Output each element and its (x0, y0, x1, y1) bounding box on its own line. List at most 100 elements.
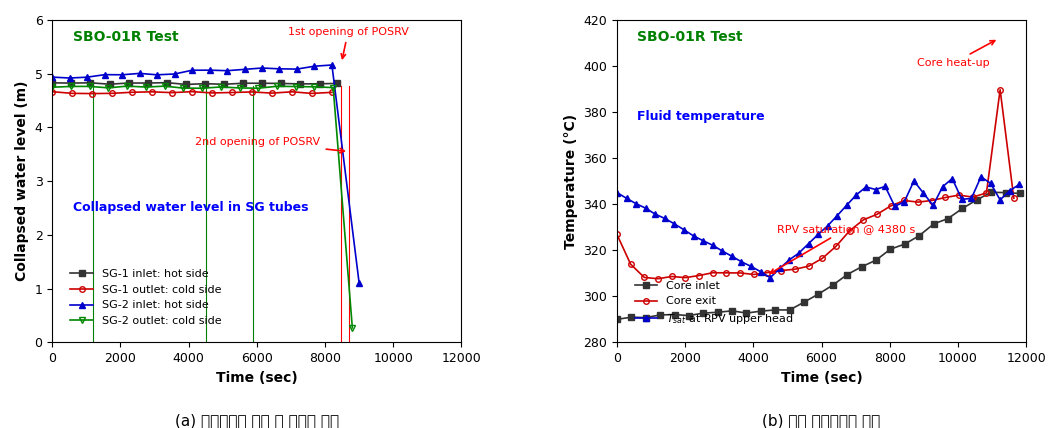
SG-2 outlet: cold side: (1.1e+03, 4.76): cold side: (1.1e+03, 4.76) (84, 84, 97, 89)
T_sat at RPV upper head (630, 201, 643, 206)
T_sat at RPV upper head (966, 196, 978, 201)
Core inlet (741, 310, 753, 315)
SG-2 outlet: cold side: (3.3e+03, 4.77): cold side: (3.3e+03, 4.77) (158, 83, 171, 89)
T_sat at RPV upper head (745, 264, 758, 269)
T_sat at RPV upper head (688, 233, 700, 238)
SG-1 outlet: cold side: (6.44e+03, 4.64): cold side: (6.44e+03, 4.64) (265, 91, 278, 96)
T_sat at RPV upper head (812, 232, 824, 237)
SG-2 inlet: hot side: (4.61e+03, 5.07): hot side: (4.61e+03, 5.07) (204, 68, 216, 73)
Core exit (747, 272, 760, 277)
Text: SBO-01R Test: SBO-01R Test (73, 30, 178, 44)
SG-2 outlet: cold side: (8.8e+03, 0.27): cold side: (8.8e+03, 0.27) (346, 325, 359, 330)
SG-2 inlet: hot side: (6.15e+03, 5.11): hot side: (6.15e+03, 5.11) (256, 65, 268, 71)
SG-1 outlet: cold side: (5.86e+03, 4.66): cold side: (5.86e+03, 4.66) (246, 89, 259, 95)
T_sat at RPV upper head (1004, 188, 1016, 193)
T_sat at RPV upper head (697, 238, 710, 243)
Core inlet (855, 264, 868, 269)
Core exit (638, 275, 650, 280)
Text: Core heat-up: Core heat-up (917, 41, 995, 68)
Core inlet (956, 206, 969, 211)
SG-1 inlet: hot side: (7.28e+03, 4.81): hot side: (7.28e+03, 4.81) (294, 81, 307, 86)
SG-1 outlet: cold side: (7.62e+03, 4.63): cold side: (7.62e+03, 4.63) (306, 91, 318, 96)
T_sat at RPV upper head (850, 192, 863, 197)
Core exit (802, 264, 815, 269)
Core inlet (999, 190, 1012, 195)
SG-2 inlet: hot side: (8.2e+03, 5.16): hot side: (8.2e+03, 5.16) (326, 62, 338, 68)
SG-1 inlet: hot side: (3.92e+03, 4.8): hot side: (3.92e+03, 4.8) (179, 82, 192, 87)
Core inlet (841, 272, 854, 277)
SG-1 inlet: hot side: (2.8e+03, 4.83): hot side: (2.8e+03, 4.83) (141, 80, 154, 86)
T_sat at RPV upper head (649, 211, 662, 217)
SG-2 inlet: hot side: (3.59e+03, 5): hot side: (3.59e+03, 5) (169, 71, 181, 77)
Core exit (651, 276, 664, 281)
Core exit (980, 190, 993, 196)
SG-1 outlet: cold side: (1.17e+03, 4.63): cold side: (1.17e+03, 4.63) (86, 91, 99, 96)
Core inlet (812, 291, 824, 297)
SG-2 outlet: cold side: (7.14e+03, 4.76): cold side: (7.14e+03, 4.76) (290, 84, 302, 89)
SG-2 outlet: cold side: (4.39e+03, 4.73): cold side: (4.39e+03, 4.73) (195, 86, 208, 91)
SG-2 inlet: hot side: (1.03e+03, 4.94): hot side: (1.03e+03, 4.94) (81, 74, 93, 80)
T_sat at RPV upper head (716, 249, 729, 254)
Core exit (884, 203, 897, 208)
Core exit (843, 228, 856, 233)
Core inlet (610, 317, 623, 322)
SG-1 inlet: hot side: (7.84e+03, 4.81): hot side: (7.84e+03, 4.81) (313, 81, 326, 86)
T_sat at RPV upper head (869, 187, 882, 192)
Legend: Core inlet, Core exit, $T_{sat}$ at RPV upper head: Core inlet, Core exit, $T_{sat}$ at RPV … (630, 276, 799, 330)
Core inlet (668, 312, 681, 317)
SG-2 inlet: hot side: (1.54e+03, 4.98): hot side: (1.54e+03, 4.98) (99, 72, 111, 77)
Core inlet (985, 190, 997, 195)
SG-1 inlet: hot side: (6.16e+03, 4.82): hot side: (6.16e+03, 4.82) (256, 80, 268, 86)
Text: RPV saturation @ 4380 s: RPV saturation @ 4380 s (770, 224, 916, 273)
SG-2 inlet: hot side: (3.08e+03, 4.98): hot side: (3.08e+03, 4.98) (151, 72, 163, 77)
SG-1 outlet: cold side: (0, 4.67): cold side: (0, 4.67) (46, 89, 58, 94)
T_sat at RPV upper head (659, 216, 672, 221)
T_sat at RPV upper head (773, 266, 786, 271)
Core exit (693, 273, 706, 278)
T_sat at RPV upper head (754, 269, 767, 274)
SG-2 inlet: hot side: (9e+03, 1.1): hot side: (9e+03, 1.1) (353, 281, 366, 286)
T_sat at RPV upper head (707, 243, 719, 248)
SG-1 outlet: cold side: (8.2e+03, 4.65): cold side: (8.2e+03, 4.65) (326, 90, 338, 95)
Text: 1st opening of POSRV: 1st opening of POSRV (288, 27, 408, 59)
Core inlet (654, 312, 666, 318)
T_sat at RPV upper head (802, 241, 815, 246)
SG-2 outlet: cold side: (2.2e+03, 4.77): cold side: (2.2e+03, 4.77) (121, 83, 134, 89)
Core exit (788, 267, 801, 272)
Core exit (953, 193, 966, 198)
T_sat at RPV upper head (783, 257, 796, 262)
Core inlet (625, 315, 638, 320)
SG-1 outlet: cold side: (4.69e+03, 4.64): cold side: (4.69e+03, 4.64) (206, 90, 219, 95)
SG-2 inlet: hot side: (6.66e+03, 5.09): hot side: (6.66e+03, 5.09) (273, 66, 285, 71)
SG-1 outlet: cold side: (3.51e+03, 4.65): cold side: (3.51e+03, 4.65) (166, 90, 178, 95)
Line: SG-2 outlet: cold side: SG-2 outlet: cold side (50, 83, 355, 331)
Core inlet (769, 307, 782, 312)
Core inlet (711, 310, 724, 315)
SG-2 outlet: cold side: (549, 4.76): cold side: (549, 4.76) (65, 84, 77, 89)
T_sat at RPV upper head (936, 184, 949, 189)
SG-1 inlet: hot side: (3.36e+03, 4.83): hot side: (3.36e+03, 4.83) (160, 80, 173, 85)
Core inlet (870, 258, 883, 263)
T_sat at RPV upper head (879, 184, 891, 189)
Core exit (1008, 196, 1021, 201)
Core exit (857, 217, 870, 223)
SG-2 outlet: cold side: (5.49e+03, 4.74): cold side: (5.49e+03, 4.74) (233, 85, 246, 90)
Core exit (925, 198, 938, 203)
Line: T_sat at RPV upper head: T_sat at RPV upper head (614, 174, 1022, 280)
SG-2 inlet: hot side: (2.05e+03, 4.98): hot side: (2.05e+03, 4.98) (116, 72, 128, 77)
Core exit (967, 195, 979, 200)
Core inlet (827, 282, 839, 288)
Core exit (830, 244, 842, 249)
T_sat at RPV upper head (917, 190, 929, 196)
Line: Core inlet: Core inlet (614, 190, 1023, 322)
Text: 2nd opening of POSRV: 2nd opening of POSRV (195, 137, 345, 153)
Core exit (679, 275, 692, 280)
SG-1 inlet: hot side: (1.12e+03, 4.83): hot side: (1.12e+03, 4.83) (84, 80, 97, 85)
T_sat at RPV upper head (821, 223, 834, 229)
T_sat at RPV upper head (945, 176, 958, 181)
Text: Fluid temperature: Fluid temperature (638, 110, 765, 123)
Core exit (761, 270, 773, 275)
Core exit (720, 270, 733, 276)
Legend: SG-1 inlet: hot side, SG-1 outlet: cold side, SG-2 inlet: hot side, SG-2 outlet:: SG-1 inlet: hot side, SG-1 outlet: cold … (66, 265, 226, 330)
X-axis label: Time (sec): Time (sec) (216, 371, 298, 385)
